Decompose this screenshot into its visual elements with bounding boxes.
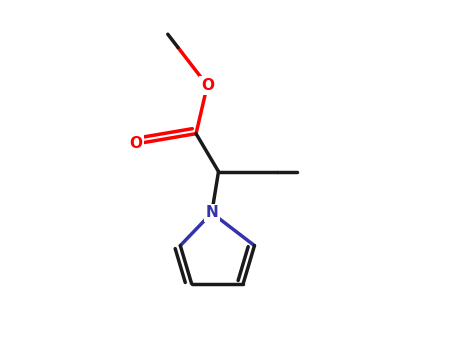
Text: N: N: [205, 205, 218, 220]
Text: O: O: [201, 78, 214, 93]
Text: O: O: [129, 136, 142, 152]
